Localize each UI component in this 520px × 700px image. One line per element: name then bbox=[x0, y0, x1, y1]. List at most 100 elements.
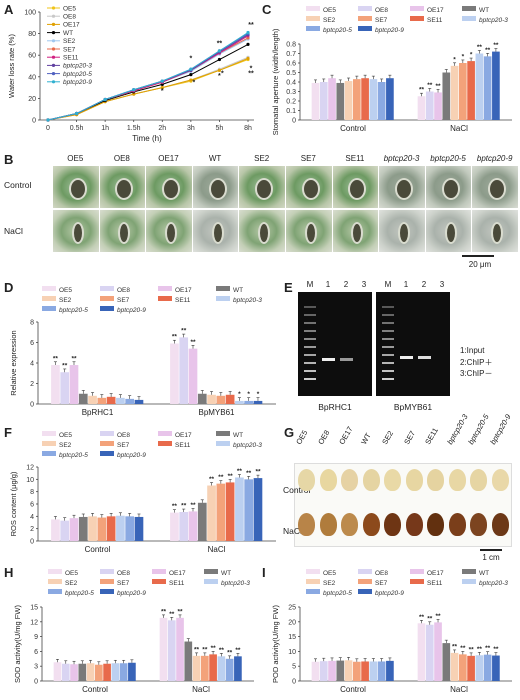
chart-c-bar bbox=[417, 96, 426, 120]
panel-g-leaf-nacl bbox=[470, 513, 487, 536]
panel-label-i: I bbox=[262, 565, 266, 580]
panel-g-column-label: OE17 bbox=[337, 424, 355, 446]
chart-c-significance: ** bbox=[427, 82, 433, 89]
chart-c-bar bbox=[353, 79, 361, 120]
panel-b-stomata-photo bbox=[98, 165, 147, 209]
chart-a-y-tick-label: 20 bbox=[28, 96, 36, 103]
chart-a-x-tick-label: 0.5h bbox=[70, 125, 84, 132]
chart-f-legend-label: WT bbox=[233, 432, 243, 439]
chart-c-bar bbox=[369, 79, 378, 120]
panel-b-column-label: WT bbox=[208, 154, 222, 163]
chart-h-legend-swatch bbox=[100, 579, 114, 584]
chart-c-y-tick-label: 0.5 bbox=[286, 70, 296, 77]
chart-c-bar bbox=[336, 82, 345, 120]
chart-f-legend-swatch bbox=[42, 441, 56, 446]
chart-i-y-axis-label: POD activity(U/mg FW) bbox=[271, 605, 280, 683]
chart-f-bar bbox=[116, 515, 125, 541]
panel-label-c: C bbox=[262, 2, 272, 17]
panel-b-stoma-pore bbox=[304, 222, 317, 244]
chart-i-significance: ** bbox=[469, 646, 475, 653]
chart-a-point bbox=[103, 97, 107, 102]
chart-f-y-axis-label: ROS content (μg/g) bbox=[9, 471, 18, 536]
chart-f-legend-swatch bbox=[100, 431, 114, 436]
chart-d-significance: ** bbox=[53, 355, 59, 362]
chart-f-bar bbox=[60, 520, 70, 541]
chart-i-bar bbox=[336, 660, 345, 681]
chart-h-bar bbox=[225, 658, 234, 681]
panel-g-leaf-nacl bbox=[362, 513, 380, 536]
chart-i-y-tick-label: 10 bbox=[288, 649, 296, 656]
chart-d-bar bbox=[188, 348, 198, 404]
chart-i-legend-label: WT bbox=[479, 570, 489, 577]
chart-c-y-axis-label: Stomatal aperture (width/length) bbox=[271, 28, 280, 135]
panel-e-lane-label: 3 bbox=[439, 280, 445, 289]
panel-g-leaf-nacl bbox=[384, 513, 401, 536]
chart-i-significance: ** bbox=[452, 643, 458, 650]
chart-d-legend-label: SE11 bbox=[175, 297, 191, 304]
chart-d-legend-label: OE8 bbox=[117, 287, 130, 294]
chart-d-bar bbox=[225, 394, 235, 404]
chart-f-bar bbox=[235, 477, 244, 541]
chart-i-legend-swatch bbox=[462, 569, 476, 574]
chart-i-bar bbox=[386, 660, 394, 681]
panel-b-column-label: SE7 bbox=[300, 154, 316, 163]
chart-c-legend-label: SE2 bbox=[323, 17, 336, 24]
chart-c-y-tick-label: 0.8 bbox=[286, 42, 296, 49]
chart-f-legend-swatch bbox=[216, 431, 230, 436]
panel-b-stoma-pore bbox=[444, 222, 457, 244]
chart-c-legend-swatch bbox=[306, 6, 320, 11]
chart-i-bar bbox=[328, 660, 336, 681]
chart-i-bar bbox=[417, 623, 426, 681]
panel-e-chip-gel: M 1 2 3 BpRHC1 M 1 2 3 BpMYB61 1:Input 2:ChIP＋ 3:ChI… bbox=[284, 278, 520, 426]
chart-i-legend-swatch bbox=[462, 579, 476, 584]
chart-h-bar bbox=[78, 663, 87, 681]
chart-h-bar bbox=[192, 655, 201, 681]
chart-d-bar bbox=[235, 400, 244, 404]
chart-d-legend-label: SE2 bbox=[59, 297, 72, 304]
chart-c-legend-label: bptcp20-9 bbox=[375, 27, 404, 34]
chart-h-y-tick-label: 0 bbox=[34, 679, 38, 686]
chart-f-bar bbox=[88, 516, 97, 541]
chart-h-y-tick-label: 15 bbox=[30, 605, 38, 612]
chart-c-legend-swatch bbox=[462, 6, 476, 11]
panel-b-stoma-pore bbox=[71, 222, 84, 244]
chart-f-bar bbox=[51, 519, 60, 541]
chart-i-significance: ** bbox=[493, 646, 499, 653]
chart-f-significance: ** bbox=[218, 474, 224, 481]
chart-c-legend-label: bptcp20-5 bbox=[323, 27, 352, 34]
chart-d-y-tick-label: 0 bbox=[30, 402, 34, 409]
panel-b-stomata-photo bbox=[424, 209, 473, 253]
chart-f-x-category-label: Control bbox=[85, 545, 111, 554]
chart-i-bar bbox=[459, 654, 467, 681]
chart-a-significance: * bbox=[250, 65, 253, 72]
chart-f-legend-label: OE5 bbox=[59, 432, 72, 439]
panel-g-column-label: SE11 bbox=[423, 426, 440, 446]
chart-h-y-tick-label: 3 bbox=[34, 664, 38, 671]
chart-i-bar bbox=[311, 661, 320, 681]
panel-e-gel-image bbox=[376, 292, 450, 396]
chart-c-y-tick-label: 0.6 bbox=[286, 61, 296, 68]
panel-g-row-label: NaCl bbox=[283, 526, 302, 536]
chart-f-bar bbox=[170, 512, 179, 541]
chart-h-legend-swatch bbox=[100, 569, 114, 574]
panel-b-stomata-photo bbox=[285, 165, 333, 209]
chart-f-significance: ** bbox=[246, 470, 252, 477]
chart-i-legend-label: OE8 bbox=[375, 570, 388, 577]
chart-c-bar bbox=[450, 65, 459, 120]
panel-b-stoma-pore bbox=[491, 222, 504, 244]
chart-d-significance: ** bbox=[62, 362, 68, 369]
panel-b-stomata-images: OE5 OE8 OE17 WT SE2 SE7 SE11 bptcp20-3 bptcp20-5… bbox=[0, 152, 520, 280]
chart-f-significance: ** bbox=[228, 473, 234, 480]
chart-a-legend-marker bbox=[51, 72, 56, 76]
chart-f-bar bbox=[179, 512, 189, 541]
chart-h-legend-swatch bbox=[100, 589, 114, 594]
chart-f-significance: ** bbox=[181, 503, 187, 510]
chart-h-legend-label: OE17 bbox=[169, 570, 186, 577]
chart-d-significance: ** bbox=[181, 328, 187, 335]
panel-g-leaf-control bbox=[341, 469, 358, 491]
chart-a-point bbox=[189, 67, 193, 71]
panel-g-leaf-nacl bbox=[491, 513, 509, 536]
chart-c-bar bbox=[483, 56, 492, 120]
panel-b-stomata-photo bbox=[331, 209, 380, 253]
panel-b-stomata-photo bbox=[471, 209, 519, 253]
